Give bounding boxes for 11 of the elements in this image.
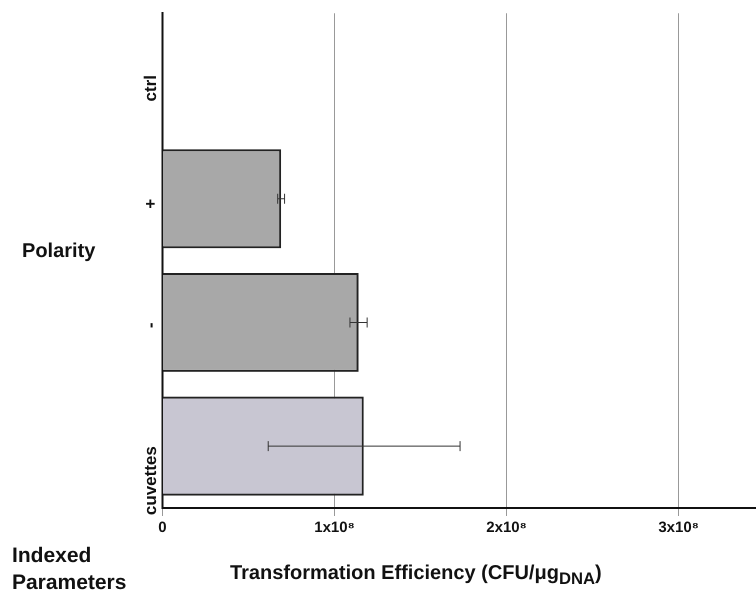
y-axis-title: Indexed Parameters bbox=[12, 543, 128, 596]
text: Polarity bbox=[22, 240, 96, 263]
x-tick-label: 3x10⁸ bbox=[658, 519, 699, 536]
x-axis-title: Transformation Efficiency (CFU/μg$_{DNA}$) bbox=[230, 562, 602, 589]
y-tick-label: + bbox=[141, 198, 160, 209]
x-tick-label: 1x10⁸ bbox=[314, 519, 355, 536]
y-tick-label: - bbox=[141, 322, 160, 328]
y-tick-label: ctrl bbox=[141, 75, 160, 102]
x-tick-label: 0 bbox=[158, 519, 167, 536]
x-tick-label: 2x10⁸ bbox=[486, 519, 527, 536]
y-tick-label: cuvettes bbox=[141, 446, 160, 516]
